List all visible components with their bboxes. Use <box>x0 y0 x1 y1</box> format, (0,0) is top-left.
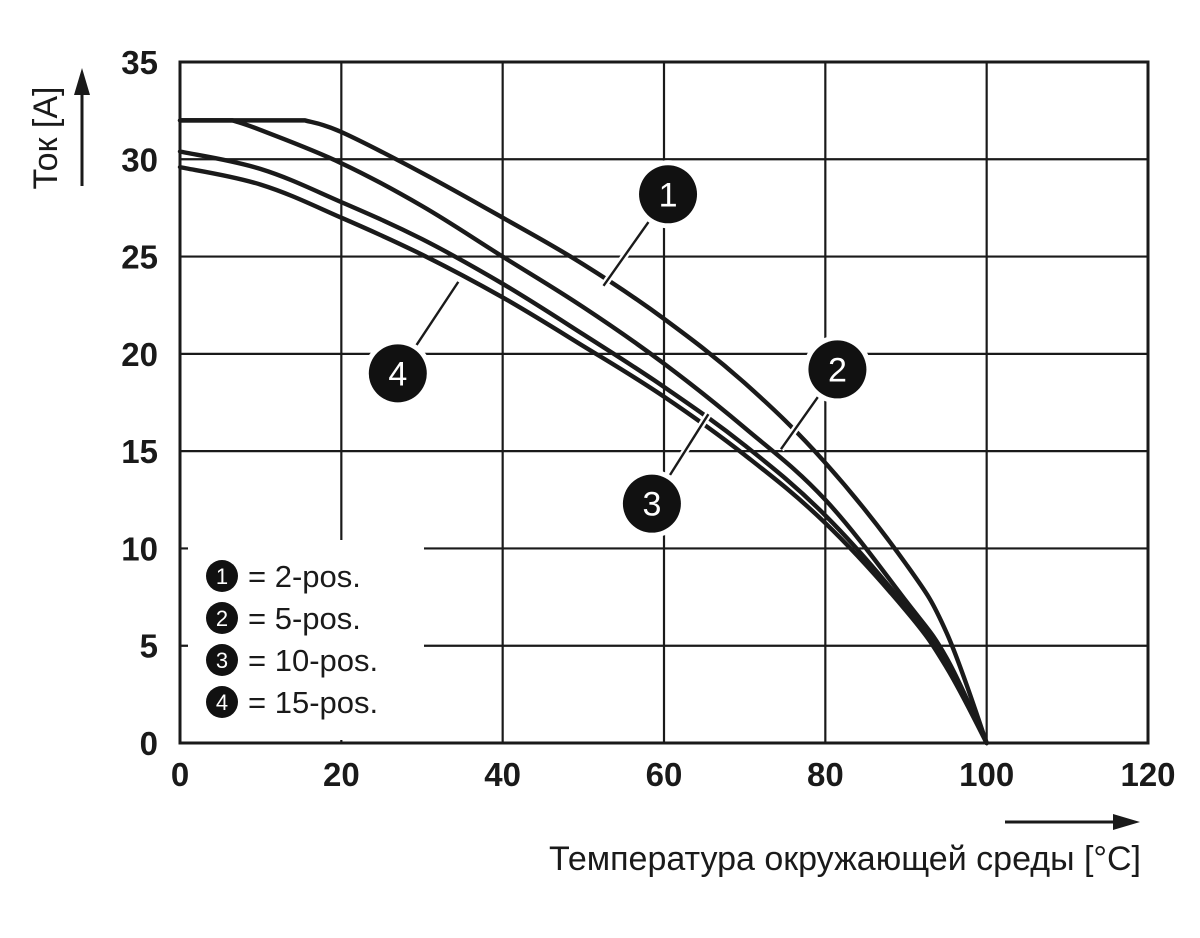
legend-entry-3: = 10-pos. <box>248 643 378 678</box>
marker-circle-2 <box>808 340 867 399</box>
y-axis-label: Ток [A] <box>27 87 65 190</box>
y-tick-label: 15 <box>121 433 158 470</box>
marker-circle-4 <box>368 344 427 403</box>
marker-circle-1 <box>639 165 698 224</box>
plot-frame <box>178 60 1150 745</box>
legend-marker-label: 2 <box>216 606 228 631</box>
x-tick-label: 80 <box>807 756 844 793</box>
legend-marker-label: 1 <box>216 564 228 589</box>
legend-marker-3 <box>206 644 238 676</box>
grid <box>178 60 1150 745</box>
marker-label-3: 3 <box>642 486 661 524</box>
legend-entry-1: = 2-pos. <box>248 559 361 594</box>
axis-labels: Температура окружающей среды [°C] Ток [A… <box>27 68 1141 878</box>
y-tick-label: 20 <box>121 336 158 373</box>
y-tick-label: 10 <box>121 530 158 567</box>
legend-marker-label: 3 <box>216 648 228 673</box>
marker-leader-4 <box>415 281 460 347</box>
annotations: 1 2 3 4 <box>363 160 872 538</box>
marker-label-2: 2 <box>828 351 847 389</box>
ticks: 0 5 10 15 20 25 30 35 0 20 40 60 80 100 120 <box>121 44 1175 793</box>
marker-label-4: 4 <box>388 355 407 393</box>
marker-leader-3 <box>668 413 710 477</box>
y-tick-label: 0 <box>140 725 158 762</box>
series-line-4 <box>177 164 989 746</box>
x-tick-label: 20 <box>323 756 360 793</box>
marker-circle-3 <box>622 474 681 533</box>
series-line-2 <box>177 118 989 746</box>
legend-marker-4 <box>206 686 238 718</box>
curves <box>177 118 989 746</box>
x-tick-label: 40 <box>484 756 521 793</box>
legend-marker-1 <box>206 560 238 592</box>
x-tick-label: 60 <box>646 756 683 793</box>
marker-label-1: 1 <box>659 176 678 214</box>
x-tick-label: 100 <box>959 756 1014 793</box>
x-axis-label: Температура окружающей среды [°C] <box>549 840 1141 878</box>
y-tick-label: 25 <box>121 239 158 276</box>
x-tick-label: 0 <box>171 756 189 793</box>
y-tick-label: 30 <box>121 141 158 178</box>
y-axis-arrow <box>74 68 90 186</box>
y-tick-label: 5 <box>140 628 158 665</box>
legend-marker-label: 4 <box>216 690 228 715</box>
marker-leader-1 <box>602 220 650 287</box>
x-tick-label: 120 <box>1120 756 1175 793</box>
legend-marker-2 <box>206 602 238 634</box>
legend-entry-2: = 5-pos. <box>248 601 361 636</box>
legend: 1 = 2-pos. 2 = 5-pos. 3 = 10-pos. 4 = 15-pos. <box>188 540 424 740</box>
x-axis-arrow <box>1005 814 1140 830</box>
marker-leader-2 <box>779 395 820 450</box>
series-line-1 <box>177 118 989 746</box>
legend-entry-4: = 15-pos. <box>248 685 378 720</box>
y-tick-label: 35 <box>121 44 158 81</box>
series-line-3 <box>177 149 989 746</box>
